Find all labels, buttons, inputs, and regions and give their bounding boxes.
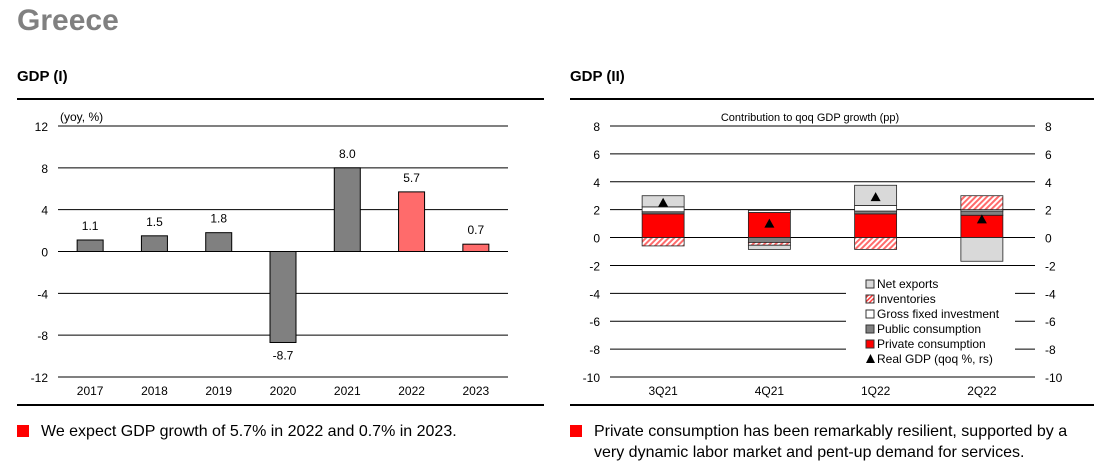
bar-segment xyxy=(747,244,791,250)
legend-swatch xyxy=(865,324,875,334)
y-tick-label: -2 xyxy=(589,259,600,273)
y-tick-label: -12 xyxy=(31,371,49,385)
y2-tick-label: 0 xyxy=(1045,232,1052,246)
bar-segment xyxy=(960,195,1004,211)
gdp-annual-chart: 12 8 4 0 -4 -8 -12 (yoy, %) 1.1 2017 1.5 2018 1.8 201… xyxy=(31,110,508,398)
legend-label: Real GDP (qoq %, rs) xyxy=(877,352,993,366)
bar-segment xyxy=(747,209,791,213)
right-section-title: GDP (II) xyxy=(570,68,625,85)
legend-label: Gross fixed investment xyxy=(877,307,1000,321)
bar xyxy=(140,235,168,252)
y2-tick-label: -2 xyxy=(1045,259,1056,273)
y2-tick-label: -4 xyxy=(1045,287,1056,301)
bar xyxy=(76,239,104,253)
left-bottom-rule xyxy=(17,404,544,406)
y-tick-label: -4 xyxy=(589,287,600,301)
y2-tick-label: -8 xyxy=(1045,343,1056,357)
bar-segment xyxy=(854,210,898,215)
right-bullet: Private consumption has been remarkably … xyxy=(570,421,1090,463)
right-top-rule xyxy=(570,98,1094,100)
bar-segment xyxy=(641,237,685,247)
y2-tick-label: 4 xyxy=(1045,176,1052,190)
legend-label: Inventories xyxy=(877,292,936,306)
data-label: 1.8 xyxy=(210,212,227,226)
y-tick-label: -6 xyxy=(589,315,600,329)
data-label: 1.1 xyxy=(82,219,99,233)
data-label: 0.7 xyxy=(468,223,485,237)
data-label: -8.7 xyxy=(273,348,294,362)
y2-tick-label: 2 xyxy=(1045,204,1052,218)
y-tick-label: -8 xyxy=(589,343,600,357)
real-gdp-marker xyxy=(976,214,987,224)
y-tick-label: 0 xyxy=(593,232,600,246)
bar-segment xyxy=(641,206,685,213)
bullet-square-icon xyxy=(17,425,29,437)
legend-triangle-icon xyxy=(866,354,875,363)
x-tick-label: 4Q21 xyxy=(755,384,785,398)
right-bottom-rule xyxy=(570,404,1094,406)
x-tick-label: 2023 xyxy=(463,384,490,398)
data-label: 1.5 xyxy=(146,215,163,229)
y2-tick-label: 8 xyxy=(1045,120,1052,134)
bar xyxy=(269,251,297,343)
real-gdp-marker xyxy=(764,218,775,228)
x-tick-label: 1Q22 xyxy=(861,384,891,398)
bar-segment xyxy=(854,237,898,250)
x-tick-label: 2020 xyxy=(270,384,297,398)
bar-segment xyxy=(854,213,898,238)
legend-label: Net exports xyxy=(877,277,938,291)
left-bullet-text: We expect GDP growth of 5.7% in 2022 and… xyxy=(41,423,457,440)
left-top-rule xyxy=(17,98,544,100)
y-tick-label: -10 xyxy=(583,371,601,385)
x-tick-label: 3Q21 xyxy=(648,384,678,398)
real-gdp-marker xyxy=(870,192,881,202)
y-tick-label: 8 xyxy=(41,162,48,176)
x-tick-label: 2021 xyxy=(334,384,361,398)
y-tick-label: 0 xyxy=(41,246,48,260)
bar-segment xyxy=(854,205,898,212)
chart-subtitle: Contribution to qoq GDP growth (pp) xyxy=(721,112,899,124)
bar-segment xyxy=(747,242,791,246)
y-tick-label: 4 xyxy=(41,204,48,218)
page-title: Greece xyxy=(17,4,119,37)
bar xyxy=(398,191,426,252)
bar-segment xyxy=(747,237,791,243)
unit-label: (yoy, %) xyxy=(60,110,103,124)
bullet-square-icon xyxy=(570,425,582,437)
bar-segment xyxy=(641,213,685,238)
legend-swatch xyxy=(865,339,875,349)
legend-swatch xyxy=(865,294,875,304)
data-label: 8.0 xyxy=(339,147,356,161)
bar-segment xyxy=(960,237,1004,262)
y2-tick-label: -6 xyxy=(1045,315,1056,329)
x-tick-label: 2017 xyxy=(77,384,104,398)
y-tick-label: -4 xyxy=(37,287,48,301)
x-tick-label: 2022 xyxy=(398,384,425,398)
bar xyxy=(205,232,233,253)
legend-label: Private consumption xyxy=(877,337,986,351)
bar xyxy=(333,167,361,252)
legend-label: Public consumption xyxy=(877,322,981,336)
right-bullet-text: Private consumption has been remarkably … xyxy=(594,423,1068,461)
data-label: 5.7 xyxy=(403,171,420,185)
legend-swatch xyxy=(865,309,875,319)
y-tick-label: -8 xyxy=(37,329,48,343)
bar xyxy=(462,243,490,253)
x-tick-label: 2018 xyxy=(141,384,168,398)
left-bullet: We expect GDP growth of 5.7% in 2022 and… xyxy=(17,421,537,442)
y-tick-label: 12 xyxy=(35,120,49,134)
legend-swatch xyxy=(865,279,875,289)
y-tick-label: 6 xyxy=(593,148,600,162)
y-tick-label: 4 xyxy=(593,176,600,190)
real-gdp-marker xyxy=(658,197,669,207)
y-tick-label: 8 xyxy=(593,120,600,134)
y2-tick-label: -10 xyxy=(1045,371,1063,385)
left-section-title: GDP (I) xyxy=(17,68,68,85)
x-tick-label: 2Q22 xyxy=(967,384,997,398)
y2-tick-label: 6 xyxy=(1045,148,1052,162)
x-tick-label: 2019 xyxy=(205,384,232,398)
y-tick-label: 2 xyxy=(593,204,600,218)
